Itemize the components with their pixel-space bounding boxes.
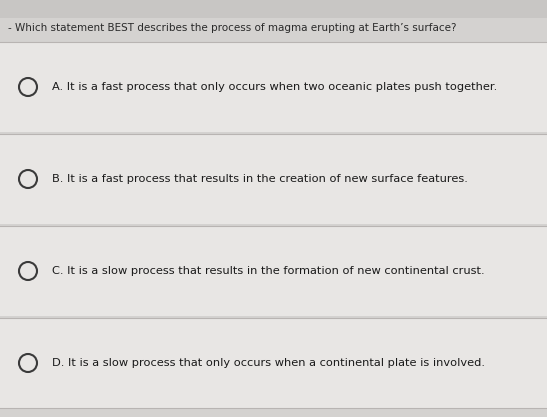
Text: - Which statement BEST describes the process of magma erupting at Earth’s surfac: - Which statement BEST describes the pro…	[8, 23, 457, 33]
Text: B. It is a fast process that results in the creation of new surface features.: B. It is a fast process that results in …	[52, 174, 468, 184]
Bar	[0, 134, 547, 224]
Bar	[0, 0, 547, 18]
Bar	[0, 226, 547, 316]
Bar	[0, 42, 547, 132]
Text: C. It is a slow process that results in the formation of new continental crust.: C. It is a slow process that results in …	[52, 266, 485, 276]
Bar	[0, 318, 547, 408]
Text: A. It is a fast process that only occurs when two oceanic plates push together.: A. It is a fast process that only occurs…	[52, 82, 497, 92]
Text: D. It is a slow process that only occurs when a continental plate is involved.: D. It is a slow process that only occurs…	[52, 358, 485, 368]
